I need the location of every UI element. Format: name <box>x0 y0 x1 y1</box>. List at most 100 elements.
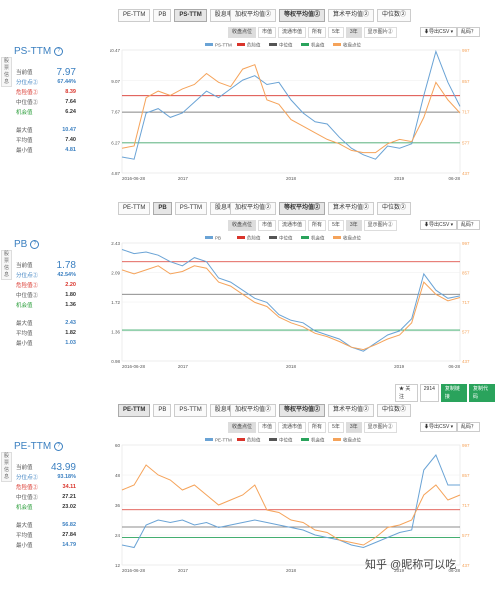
legend-label: 收盘点位 <box>343 437 361 444</box>
weight-tab-1[interactable]: 等权平均值② <box>279 202 326 215</box>
stat-label: 分位点② <box>16 80 39 86</box>
legend-label: 中位值 <box>279 235 293 242</box>
legend-label: 机会值 <box>311 42 325 49</box>
help-icon[interactable]: ? <box>54 441 64 451</box>
weight-tab-3[interactable]: 中位数② <box>377 404 412 417</box>
y-left-tick: 9.07 <box>111 79 120 84</box>
sub-option-6[interactable]: 显示图片② <box>363 422 397 433</box>
stat-value: 56.82 <box>62 522 76 528</box>
sub-option-2[interactable]: 流通市值 <box>278 220 307 231</box>
sub-option-2[interactable]: 流通市值 <box>278 27 307 38</box>
stat-value: 4.81 <box>65 147 76 153</box>
stat-row: 当前值 1.78 <box>16 260 76 271</box>
sub-option-3[interactable]: 所有 <box>308 27 327 38</box>
download-button[interactable]: ⬇导出CSV ▾ <box>420 220 458 230</box>
sub-option-6[interactable]: 显示图片② <box>363 220 397 231</box>
y-left-tick: 2.09 <box>111 271 120 276</box>
y-right-tick: 577 <box>462 330 470 335</box>
weight-tab-2[interactable]: 算术平均值② <box>328 404 375 417</box>
stat-label: 平均值 <box>16 138 33 144</box>
title-text: PS-TTM <box>14 46 52 57</box>
tab-0[interactable]: PE-TTM <box>118 202 151 215</box>
sub-option-5[interactable]: 3年 <box>345 27 362 38</box>
chart-1: 2.43 997 2.09 857 1.72 717 1.36 577 0.98 437 2016-… <box>111 235 470 369</box>
series-line-1 <box>121 464 461 546</box>
weight-tab-1[interactable]: 等权平均值② <box>279 9 326 22</box>
sub-option-1[interactable]: 市值 <box>258 220 277 231</box>
weight-tab-3[interactable]: 中位数② <box>377 202 412 215</box>
follow-button[interactable]: ★ 关注 <box>395 384 418 402</box>
stat-row: 当前值 7.97 <box>16 67 76 78</box>
side-info-tag[interactable]: 股 票 信 息 <box>1 452 12 482</box>
stats-block: 当前值 1.78 分位点② 42.54% 危险值② 2.20 中位值② 1.80 机会值 1.36… <box>16 260 76 348</box>
weight-tab-2[interactable]: 算术平均值② <box>328 9 375 22</box>
stat-value: 1.03 <box>65 340 76 346</box>
sub-option-1[interactable]: 市值 <box>258 27 277 38</box>
weight-tab-2[interactable]: 算术平均值② <box>328 202 375 215</box>
sub-option-0[interactable]: 收盘点位 <box>228 422 257 433</box>
sub-option-4[interactable]: 5年 <box>328 220 344 231</box>
stat-row: 机会值 1.36 <box>16 300 76 310</box>
tab-1[interactable]: PB <box>153 202 172 215</box>
sub-option-0[interactable]: 收盘点位 <box>228 220 257 231</box>
embed-button[interactable]: 复制代码 <box>468 384 495 402</box>
y-right-tick: 577 <box>462 533 470 538</box>
side-info-tag[interactable]: 股 票 信 息 <box>1 250 12 280</box>
y-right-tick: 717 <box>462 110 470 115</box>
weight-tab-1[interactable]: 等权平均值② <box>279 404 326 417</box>
download-button[interactable]: ⬇导出CSV ▾ <box>420 27 458 37</box>
download-button[interactable]: ⬇导出CSV ▾ <box>420 422 458 432</box>
tab-1[interactable]: PB <box>153 404 172 417</box>
weight-tab-3[interactable]: 中位数② <box>377 9 412 22</box>
sub-option-2[interactable]: 流通市值 <box>278 422 307 433</box>
help-button[interactable]: 乱码？ <box>457 27 481 37</box>
panel-0: PE-TTM PB PS-TTM 股息率 加权平均值② 等权平均值② 算术平均值② 中位数② 收… <box>0 2 495 187</box>
weight-tab-0[interactable]: 加权平均值② <box>230 9 277 22</box>
stat-row: 当前值 43.99 <box>16 462 76 473</box>
sub-option-3[interactable]: 所有 <box>308 220 327 231</box>
x-tick: 2017 <box>178 364 189 369</box>
side-info-tag[interactable]: 股 票 信 息 <box>1 57 12 87</box>
weight-tab-0[interactable]: 加权平均值② <box>230 202 277 215</box>
weight-tab-0[interactable]: 加权平均值② <box>230 404 277 417</box>
sub-option-6[interactable]: 显示图片② <box>363 27 397 38</box>
tab-1[interactable]: PB <box>153 9 172 22</box>
x-tick: 2017 <box>178 176 189 181</box>
x-tick: 2017 <box>178 568 189 573</box>
stat-value: 1.80 <box>65 292 76 298</box>
help-button[interactable]: 乱码？ <box>457 220 481 230</box>
y-left-tick: 24 <box>115 533 121 538</box>
stat-value: 27.84 <box>62 532 76 538</box>
tab-2[interactable]: PS-TTM <box>174 9 207 22</box>
sub-option-1[interactable]: 市值 <box>258 422 277 433</box>
y-right-tick: 857 <box>462 473 470 478</box>
stat-row: 最大值 10.47 <box>16 125 76 135</box>
title-text: PB <box>14 239 28 250</box>
legend-swatch <box>269 438 277 441</box>
stat-row: 机会值 6.24 <box>16 107 76 117</box>
tab-2[interactable]: PS-TTM <box>174 202 208 215</box>
sub-options: 收盘点位 市值 流通市值 所有 5年 3年 显示图片② <box>228 27 397 38</box>
legend-label: 危险值 <box>247 235 261 242</box>
sub-option-5[interactable]: 3年 <box>345 220 362 231</box>
stat-label: 当前值 <box>16 465 33 471</box>
help-icon[interactable]: ? <box>30 239 40 249</box>
weight-tabs: 加权平均值② 等权平均值② 算术平均值② 中位数② <box>230 9 412 22</box>
tab-0[interactable]: PE-TTM <box>118 9 151 22</box>
share-button[interactable]: 复制链接 <box>440 384 467 402</box>
help-icon[interactable]: ? <box>54 46 64 56</box>
weight-tabs: 加权平均值② 等权平均值② 算术平均值② 中位数② <box>230 202 412 215</box>
legend-swatch <box>205 438 213 441</box>
tab-2[interactable]: PS-TTM <box>174 404 207 417</box>
legend-label: 收盘点位 <box>343 42 361 49</box>
tab-0[interactable]: PE-TTM <box>118 404 151 417</box>
x-tick: 2018 <box>286 364 297 369</box>
legend-swatch <box>301 43 309 46</box>
help-button[interactable]: 乱码？ <box>457 422 481 432</box>
sub-option-0[interactable]: 收盘点位 <box>228 27 257 38</box>
sub-option-4[interactable]: 5年 <box>328 27 344 38</box>
sub-option-5[interactable]: 3年 <box>345 422 362 433</box>
sub-option-4[interactable]: 5年 <box>328 422 344 433</box>
sub-option-3[interactable]: 所有 <box>308 422 327 433</box>
legend-swatch <box>237 438 245 441</box>
